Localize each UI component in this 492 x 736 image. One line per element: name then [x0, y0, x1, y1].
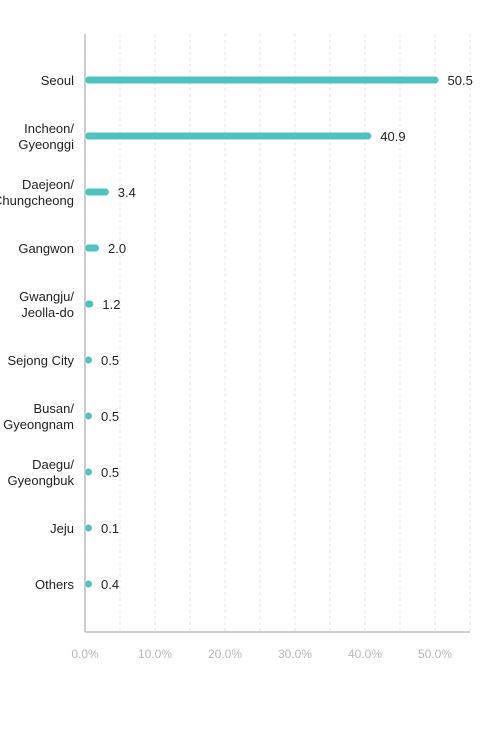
data-label: 0.5 — [101, 353, 119, 368]
x-tick-label: 0.0% — [71, 647, 99, 661]
data-label: 0.5 — [101, 409, 119, 424]
data-label: 1.2 — [102, 297, 120, 312]
category-label: Daegu/Gyeongbuk — [8, 457, 75, 488]
data-label: 0.1 — [101, 521, 119, 536]
bar — [85, 412, 92, 420]
axis-layer: 0.0% 10.0% 20.0% 30.0% 40.0% 50.0% — [71, 34, 470, 661]
x-tick-label: 40.0% — [348, 647, 382, 661]
data-label: 0.5 — [101, 465, 119, 480]
x-tick-label: 30.0% — [278, 647, 312, 661]
category-label: Daejeon/Chungcheong — [0, 177, 74, 208]
category-label: Gwangju/Jeolla-do — [19, 289, 74, 320]
category-label: Jeju — [50, 521, 74, 536]
category-label: Gangwon — [18, 241, 74, 256]
category-label: Others — [35, 577, 75, 592]
bar — [85, 132, 372, 140]
grid-layer — [119, 34, 471, 632]
data-label: 0.4 — [101, 577, 119, 592]
category-label: Busan/Gyeongnam — [3, 401, 74, 432]
bar-layer — [85, 76, 439, 588]
x-tick-label: 20.0% — [208, 647, 242, 661]
data-label: 3.4 — [118, 185, 136, 200]
bar — [85, 524, 92, 532]
x-tick-label: 10.0% — [138, 647, 172, 661]
category-label: Seoul — [41, 73, 74, 88]
bar — [85, 468, 92, 476]
bar — [85, 580, 92, 588]
data-label: 50.5 — [448, 73, 473, 88]
bar — [85, 244, 99, 252]
label-layer: Seoul 50.5 Incheon/Gyeonggi 40.9 Daejeon/Chu… — [0, 73, 473, 592]
data-label: 40.9 — [380, 129, 405, 144]
x-tick-label: 50.0% — [418, 647, 452, 661]
data-label: 2.0 — [108, 241, 126, 256]
category-label: Incheon/Gyeonggi — [18, 121, 74, 152]
bar — [85, 188, 109, 196]
bar — [85, 76, 439, 84]
bar — [85, 300, 94, 308]
category-label: Sejong City — [8, 353, 75, 368]
bar — [85, 356, 92, 364]
